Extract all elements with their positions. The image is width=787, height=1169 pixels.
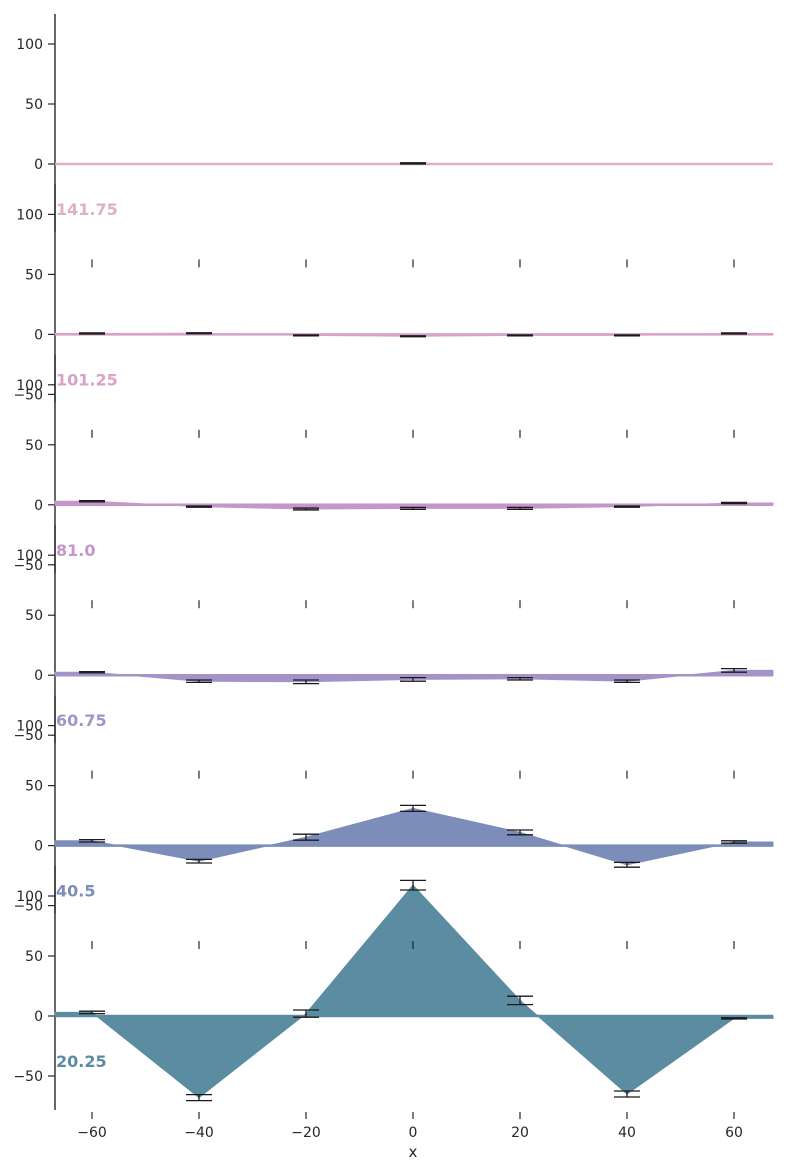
- area-fill: [54, 884, 774, 1099]
- row-4: −50 0 50 100 60.75: [13, 525, 774, 744]
- y-tick-label: 100: [16, 719, 43, 735]
- row-1: 0 50 100 141.75: [16, 14, 773, 232]
- x-tick-label: 60: [725, 1125, 743, 1141]
- row-label: 20.25: [56, 1052, 107, 1071]
- row-label: 60.75: [56, 711, 107, 730]
- x-tick-label: −20: [291, 1125, 321, 1141]
- y-tick-label: 100: [16, 207, 43, 223]
- row-6: −50 0 50 100 20.25: [13, 866, 774, 1110]
- y-tick-label: 0: [34, 157, 43, 173]
- x-tick-label: 40: [618, 1125, 636, 1141]
- y-tick-label: 50: [25, 438, 43, 454]
- y-tick-label: 0: [34, 1009, 43, 1025]
- x-tick-label: 20: [511, 1125, 529, 1141]
- y-tick-label: −50: [13, 1069, 43, 1085]
- x-axis-label: x: [409, 1143, 418, 1161]
- y-tick-label: 0: [34, 327, 43, 343]
- y-tick-label: 50: [25, 608, 43, 624]
- x-tick-label: −60: [77, 1125, 107, 1141]
- y-tick-label: 0: [34, 839, 43, 855]
- row-label: 81.0: [56, 541, 95, 560]
- y-tick-label: −50: [13, 728, 43, 744]
- row-3: −50 0 50 100 81.0: [13, 354, 774, 574]
- chart-rows: 0 50 100 141.75 −50 0 50 100 101.25 −50 0 50 100 81.0…: [13, 14, 774, 1110]
- row-label: 101.25: [56, 370, 118, 389]
- y-tick-label: 50: [25, 779, 43, 795]
- x-axis: −60 −40 −20 0 20 40 60: [77, 1112, 743, 1141]
- x-tick-label: −40: [184, 1125, 214, 1141]
- y-tick-label: 0: [34, 668, 43, 684]
- y-tick-label: 0: [34, 498, 43, 514]
- y-tick-label: 100: [16, 889, 43, 905]
- y-tick-label: 100: [16, 37, 43, 53]
- row-2: −50 0 50 100 101.25: [13, 184, 774, 403]
- area-fill: [54, 807, 774, 866]
- y-tick-label: −50: [13, 558, 43, 574]
- y-tick-label: 50: [25, 97, 43, 113]
- y-tick-label: 100: [16, 378, 43, 394]
- row-label: 40.5: [56, 882, 95, 901]
- row-5: −50 0 50 100 40.5: [13, 695, 774, 915]
- y-tick-label: 50: [25, 267, 43, 283]
- y-tick-label: 50: [25, 949, 43, 965]
- row-label: 141.75: [56, 200, 118, 219]
- y-tick-label: −50: [13, 387, 43, 403]
- y-tick-label: −50: [13, 899, 43, 915]
- x-tick-label: 0: [409, 1125, 418, 1141]
- y-tick-label: 100: [16, 548, 43, 564]
